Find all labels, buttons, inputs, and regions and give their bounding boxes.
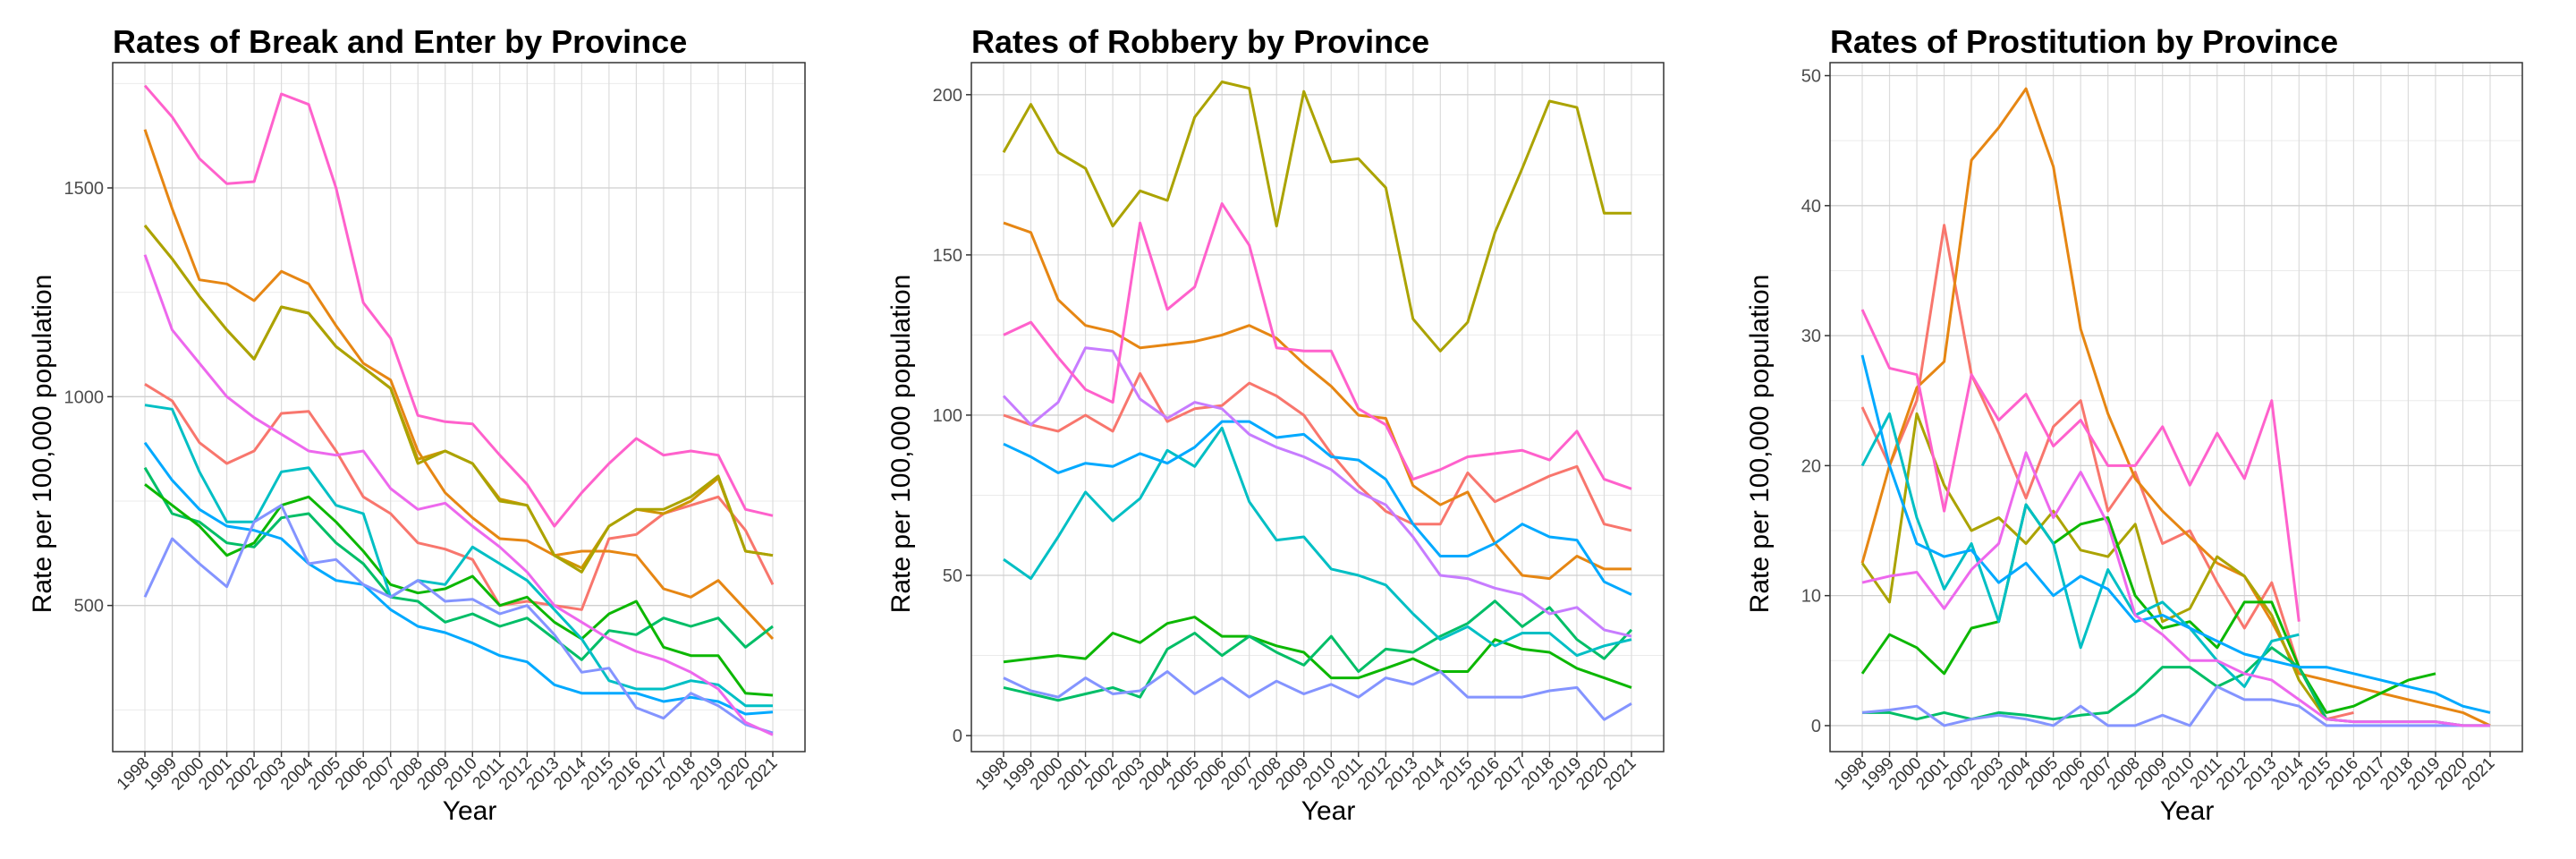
y-tick-label: 500 bbox=[74, 597, 104, 617]
chart-panel-break-and-enter: 500 1000 1500 1998 1999 2000 2001 2002 2003 2004 2… bbox=[0, 0, 859, 859]
x-axis-label: Year bbox=[2159, 796, 2215, 826]
series-line-4 bbox=[143, 225, 774, 574]
x-tick-label: 2021 bbox=[741, 754, 782, 795]
x-axis-label: Year bbox=[1301, 796, 1356, 826]
series-line-11 bbox=[143, 84, 774, 528]
y-tick-label: 20 bbox=[1801, 456, 1821, 476]
series-line-4 bbox=[1003, 616, 1632, 689]
series-line-2 bbox=[143, 129, 775, 641]
chart-plot-robbery: 0501001502001998199920002001200220032004… bbox=[933, 62, 1665, 795]
plot-border bbox=[970, 62, 1665, 753]
series-line-6 bbox=[144, 483, 774, 697]
series-line-6 bbox=[1860, 412, 2300, 688]
series-line-10 bbox=[143, 254, 774, 736]
series-line-1 bbox=[144, 383, 775, 611]
plot-border bbox=[1829, 62, 2523, 753]
chart-plot-break-and-enter: 5001000150019981999200020012002200320042… bbox=[64, 62, 806, 795]
series-line-5 bbox=[1003, 600, 1633, 702]
series-line-10 bbox=[1003, 202, 1632, 490]
y-tick-label: 50 bbox=[943, 566, 962, 586]
series-line-3 bbox=[1002, 81, 1631, 353]
chart-panel-robbery: 0 50 100 150 200 1998 1999 2000 2001 2002 2003 2004… bbox=[859, 0, 1717, 859]
series-line-9 bbox=[143, 504, 774, 735]
series-line-2 bbox=[1003, 221, 1631, 581]
y-tick-label: 0 bbox=[1811, 717, 1821, 736]
y-tick-label: 200 bbox=[933, 86, 962, 106]
series-line-7 bbox=[1003, 420, 1632, 596]
y-tick-label: 1000 bbox=[64, 387, 105, 407]
chart-plot-prostitution: 0102030405019981999200020012002200320042… bbox=[1801, 62, 2523, 795]
y-axis-label: Rate per 100,000 population bbox=[886, 274, 916, 614]
series-line-6 bbox=[1003, 426, 1632, 658]
y-tick-label: 30 bbox=[1801, 327, 1821, 346]
plot-border bbox=[112, 62, 806, 753]
series-line-3 bbox=[1860, 412, 2328, 720]
y-tick-label: 10 bbox=[1801, 587, 1821, 607]
y-tick-label: 150 bbox=[933, 246, 962, 266]
series-line-9 bbox=[1861, 451, 2490, 727]
series-line-8 bbox=[1003, 670, 1632, 721]
chart-title: Rates of Robbery by Province bbox=[971, 23, 1430, 60]
chart-panel-prostitution: 0 10 20 30 40 50 1998 1999 2000 2001 2002 2003 2004 2… bbox=[1717, 0, 2576, 859]
x-tick-label: 2021 bbox=[2459, 754, 2499, 795]
y-tick-label: 100 bbox=[933, 406, 962, 426]
y-tick-label: 1500 bbox=[64, 179, 105, 199]
series-line-1 bbox=[1860, 224, 2354, 721]
series-line-8 bbox=[143, 441, 774, 716]
series-line-9 bbox=[1002, 346, 1632, 638]
y-tick-label: 40 bbox=[1801, 197, 1821, 217]
series-line-2 bbox=[1860, 87, 2491, 727]
series-line-7 bbox=[1860, 354, 2491, 714]
y-axis-label: Rate per 100,000 population bbox=[1745, 274, 1775, 614]
chart-title: Rates of Prostitution by Province bbox=[1830, 23, 2339, 60]
y-tick-label: 0 bbox=[953, 727, 962, 746]
series-line-7 bbox=[144, 404, 773, 708]
series-line-1 bbox=[1003, 371, 1632, 532]
series-line-4 bbox=[1860, 503, 2436, 714]
y-tick-label: 50 bbox=[1801, 67, 1821, 87]
x-tick-label: 2021 bbox=[1600, 754, 1640, 795]
y-axis-label: Rate per 100,000 population bbox=[28, 274, 57, 614]
series-line-8 bbox=[1861, 685, 2490, 727]
series-line-10 bbox=[1860, 309, 2301, 622]
chart-title: Rates of Break and Enter by Province bbox=[113, 23, 688, 60]
x-axis-label: Year bbox=[442, 796, 497, 826]
